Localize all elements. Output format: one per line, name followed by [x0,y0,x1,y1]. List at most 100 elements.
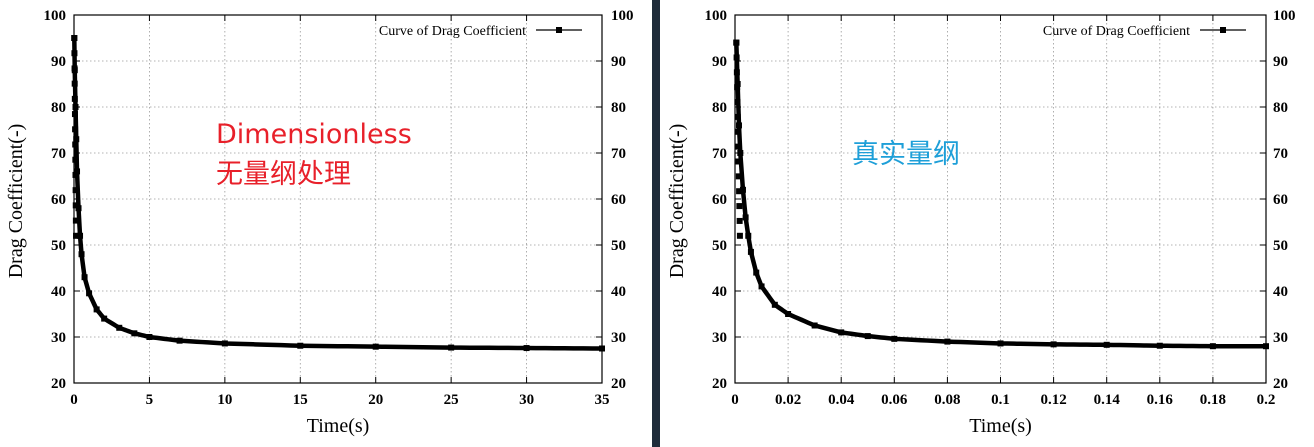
y-tick-label: 60 [712,192,727,208]
data-point-marker [78,251,85,258]
data-point-marker [71,65,78,72]
data-point-marker [733,69,740,76]
y-tick-label: 100 [44,8,67,24]
y-tick-label: 20 [51,376,66,392]
data-point-marker [771,301,778,308]
y-tick-label: 30 [712,330,727,346]
data-point-marker [891,335,898,342]
y-tick-label: 90 [712,54,727,70]
data-point-marker [72,141,79,148]
data-point-marker [72,202,79,209]
data-point-marker [131,330,138,337]
data-point-marker [734,128,741,135]
data-point-marker [73,232,80,239]
data-point-marker [736,217,743,224]
data-point-marker [735,173,742,180]
y-tick-label: 70 [51,146,66,162]
y-tick-label-right: 100 [1273,8,1296,24]
data-point-marker [733,39,740,46]
y-tick-label-right: 70 [611,146,626,162]
data-point-marker [785,311,792,317]
data-point-marker [734,84,741,91]
y-tick-label: 30 [51,330,66,346]
data-point-marker [81,274,88,281]
data-point-marker [1156,342,1163,349]
data-point-marker [737,150,744,156]
data-point-marker [448,344,455,351]
data-point-marker [72,104,79,110]
legend-marker-sample [1220,27,1226,33]
y-tick-label-right: 50 [1273,238,1288,254]
data-point-marker [736,203,743,210]
x-tick-label: 0.16 [1147,392,1174,408]
x-axis-title: Time(s) [307,415,370,437]
series-line [734,42,1266,349]
data-point-marker [599,345,605,352]
data-point-marker [753,269,760,276]
y-axis-title: Drag Coefficient(-) [5,124,27,279]
data-point-marker [74,168,81,175]
data-point-marker [838,329,845,336]
plot-frame [73,14,603,384]
x-tick-label: 10 [217,392,232,408]
annotation-text: 真实量纲 [852,139,960,170]
data-point-marker [71,50,78,57]
y-axis-title: Drag Coefficient(-) [666,124,688,279]
data-point-marker [71,95,78,102]
data-point-marker [71,80,78,87]
data-point-marker [734,113,741,120]
data-point-marker [72,156,79,163]
data-point-marker [742,214,749,221]
y-tick-label-right: 20 [611,376,626,392]
data-point-marker [146,334,153,340]
y-tick-label: 60 [51,192,66,208]
data-point-marker [733,54,740,61]
data-point-marker [739,186,746,193]
data-point-marker [297,342,304,349]
data-point-marker [864,333,871,340]
x-tick-label: 20 [368,392,383,408]
y-tick-label-right: 40 [611,284,626,300]
y-tick-label-right: 80 [611,100,626,116]
x-tick-label: 0 [731,392,739,408]
x-tick-label: 0.1 [991,392,1010,408]
data-point-marker [758,283,765,290]
series-line [72,37,603,351]
y-tick-label-right: 30 [1273,330,1288,346]
x-tick-label: 25 [444,392,459,408]
y-tick-label-right: 80 [1273,100,1288,116]
x-tick-label: 0 [70,392,78,408]
data-point-marker [1263,343,1269,350]
x-tick-label: 0.08 [934,392,960,408]
data-point-marker [221,340,228,347]
x-tick-label: 0.12 [1040,392,1066,408]
data-point-marker [523,345,530,352]
divider-bar [652,0,660,447]
y-tick-label: 80 [51,100,66,116]
y-tick-label-right: 40 [1273,284,1288,300]
y-tick-label: 50 [712,238,727,254]
annotation-text: Dimensionless [216,119,412,150]
data-point-marker [372,343,379,350]
data-point-marker [735,122,742,129]
data-point-marker [72,171,79,178]
data-point-marker [944,338,951,345]
y-tick-label-right: 20 [1273,376,1288,392]
x-tick-label: 5 [146,392,154,408]
data-point-marker [93,306,100,313]
data-point-marker [176,337,183,344]
data-point-marker [1050,341,1057,348]
y-tick-label: 50 [51,238,66,254]
data-point-marker [72,217,79,224]
y-tick-label-right: 30 [611,330,626,346]
y-tick-label-right: 100 [611,8,634,24]
data-point-marker [736,188,743,195]
y-tick-label-right: 50 [611,238,626,254]
chart-real-units: 0 0.02 0.04 0.06 0.08 0.1 0.12 0.14 0.16 0.18 0.22… [666,8,1296,437]
y-tick-label: 100 [705,8,728,24]
data-point-marker [86,290,93,297]
annotation-text: 无量纲处理 [216,159,351,190]
data-point-marker [72,126,79,133]
data-point-marker [116,324,123,331]
